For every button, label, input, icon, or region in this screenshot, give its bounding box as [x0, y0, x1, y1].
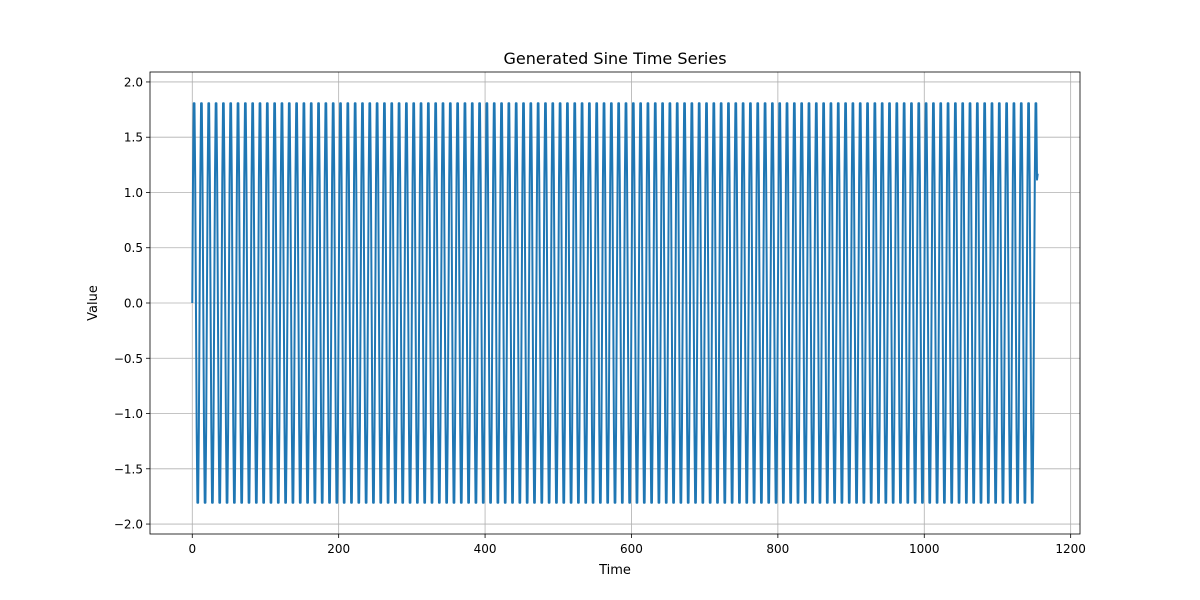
y-tick-label: 1.5 — [124, 131, 143, 145]
y-tick-label: 0.5 — [124, 241, 143, 255]
y-axis-label: Value — [86, 285, 101, 321]
x-tick-label: 200 — [327, 542, 350, 556]
chart-title: Generated Sine Time Series — [503, 49, 726, 68]
series-line-0 — [191, 102, 1039, 504]
x-tick-label: 800 — [766, 542, 789, 556]
x-axis-ticks: 0 200 400 600 800 1000 1200 — [188, 534, 1086, 556]
y-tick-label: −1.5 — [114, 462, 143, 476]
y-tick-label: 2.0 — [124, 75, 143, 89]
series-layer — [191, 102, 1039, 504]
x-tick-label: 0 — [188, 542, 196, 556]
x-tick-label: 1000 — [909, 542, 940, 556]
y-tick-label: −1.0 — [114, 407, 143, 421]
y-tick-label: −0.5 — [114, 352, 143, 366]
x-axis-label: Time — [598, 563, 631, 578]
y-tick-label: −2.0 — [114, 518, 143, 532]
y-tick-label: 0.0 — [124, 297, 143, 311]
x-tick-label: 1200 — [1055, 542, 1086, 556]
x-tick-label: 400 — [474, 542, 497, 556]
y-axis-ticks: −2.0 −1.5 −1.0 −0.5 0.0 0.5 1.0 1.5 2.0 — [114, 75, 150, 532]
y-tick-label: 1.0 — [124, 186, 143, 200]
x-tick-label: 600 — [620, 542, 643, 556]
